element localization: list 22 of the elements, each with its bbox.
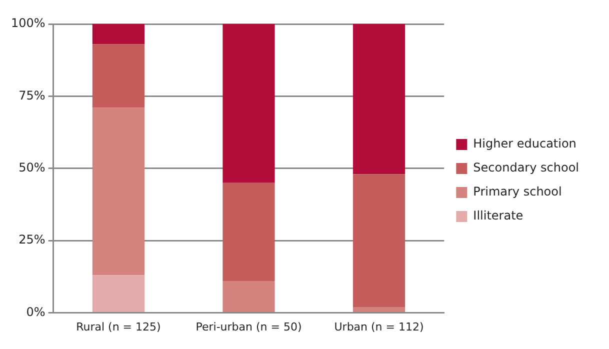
y-tick-label: 100% [10, 16, 46, 30]
y-tick-label: 0% [26, 304, 46, 319]
x-tick-label: Rural (n = 125) [76, 320, 161, 334]
x-tick-label: Urban (n = 112) [334, 320, 424, 334]
x-tick-label: Peri-urban (n = 50) [196, 320, 302, 334]
y-tick-label: 25% [18, 232, 46, 247]
bar [352, 174, 406, 308]
bar [352, 307, 406, 312]
bar [92, 108, 145, 276]
bar [92, 275, 145, 312]
legend-label: Primary school [473, 184, 562, 199]
legend-label: Secondary school [473, 160, 580, 175]
y-tick-label: 50% [18, 160, 46, 175]
bar [92, 24, 145, 44]
bar [222, 182, 275, 282]
bar [222, 24, 275, 183]
legend-label: Illiterate [473, 208, 524, 223]
bar [352, 24, 406, 174]
bar [222, 281, 275, 312]
y-tick-label: 75% [18, 88, 46, 102]
legend-label: Higher education [473, 136, 576, 151]
bar [92, 44, 145, 108]
